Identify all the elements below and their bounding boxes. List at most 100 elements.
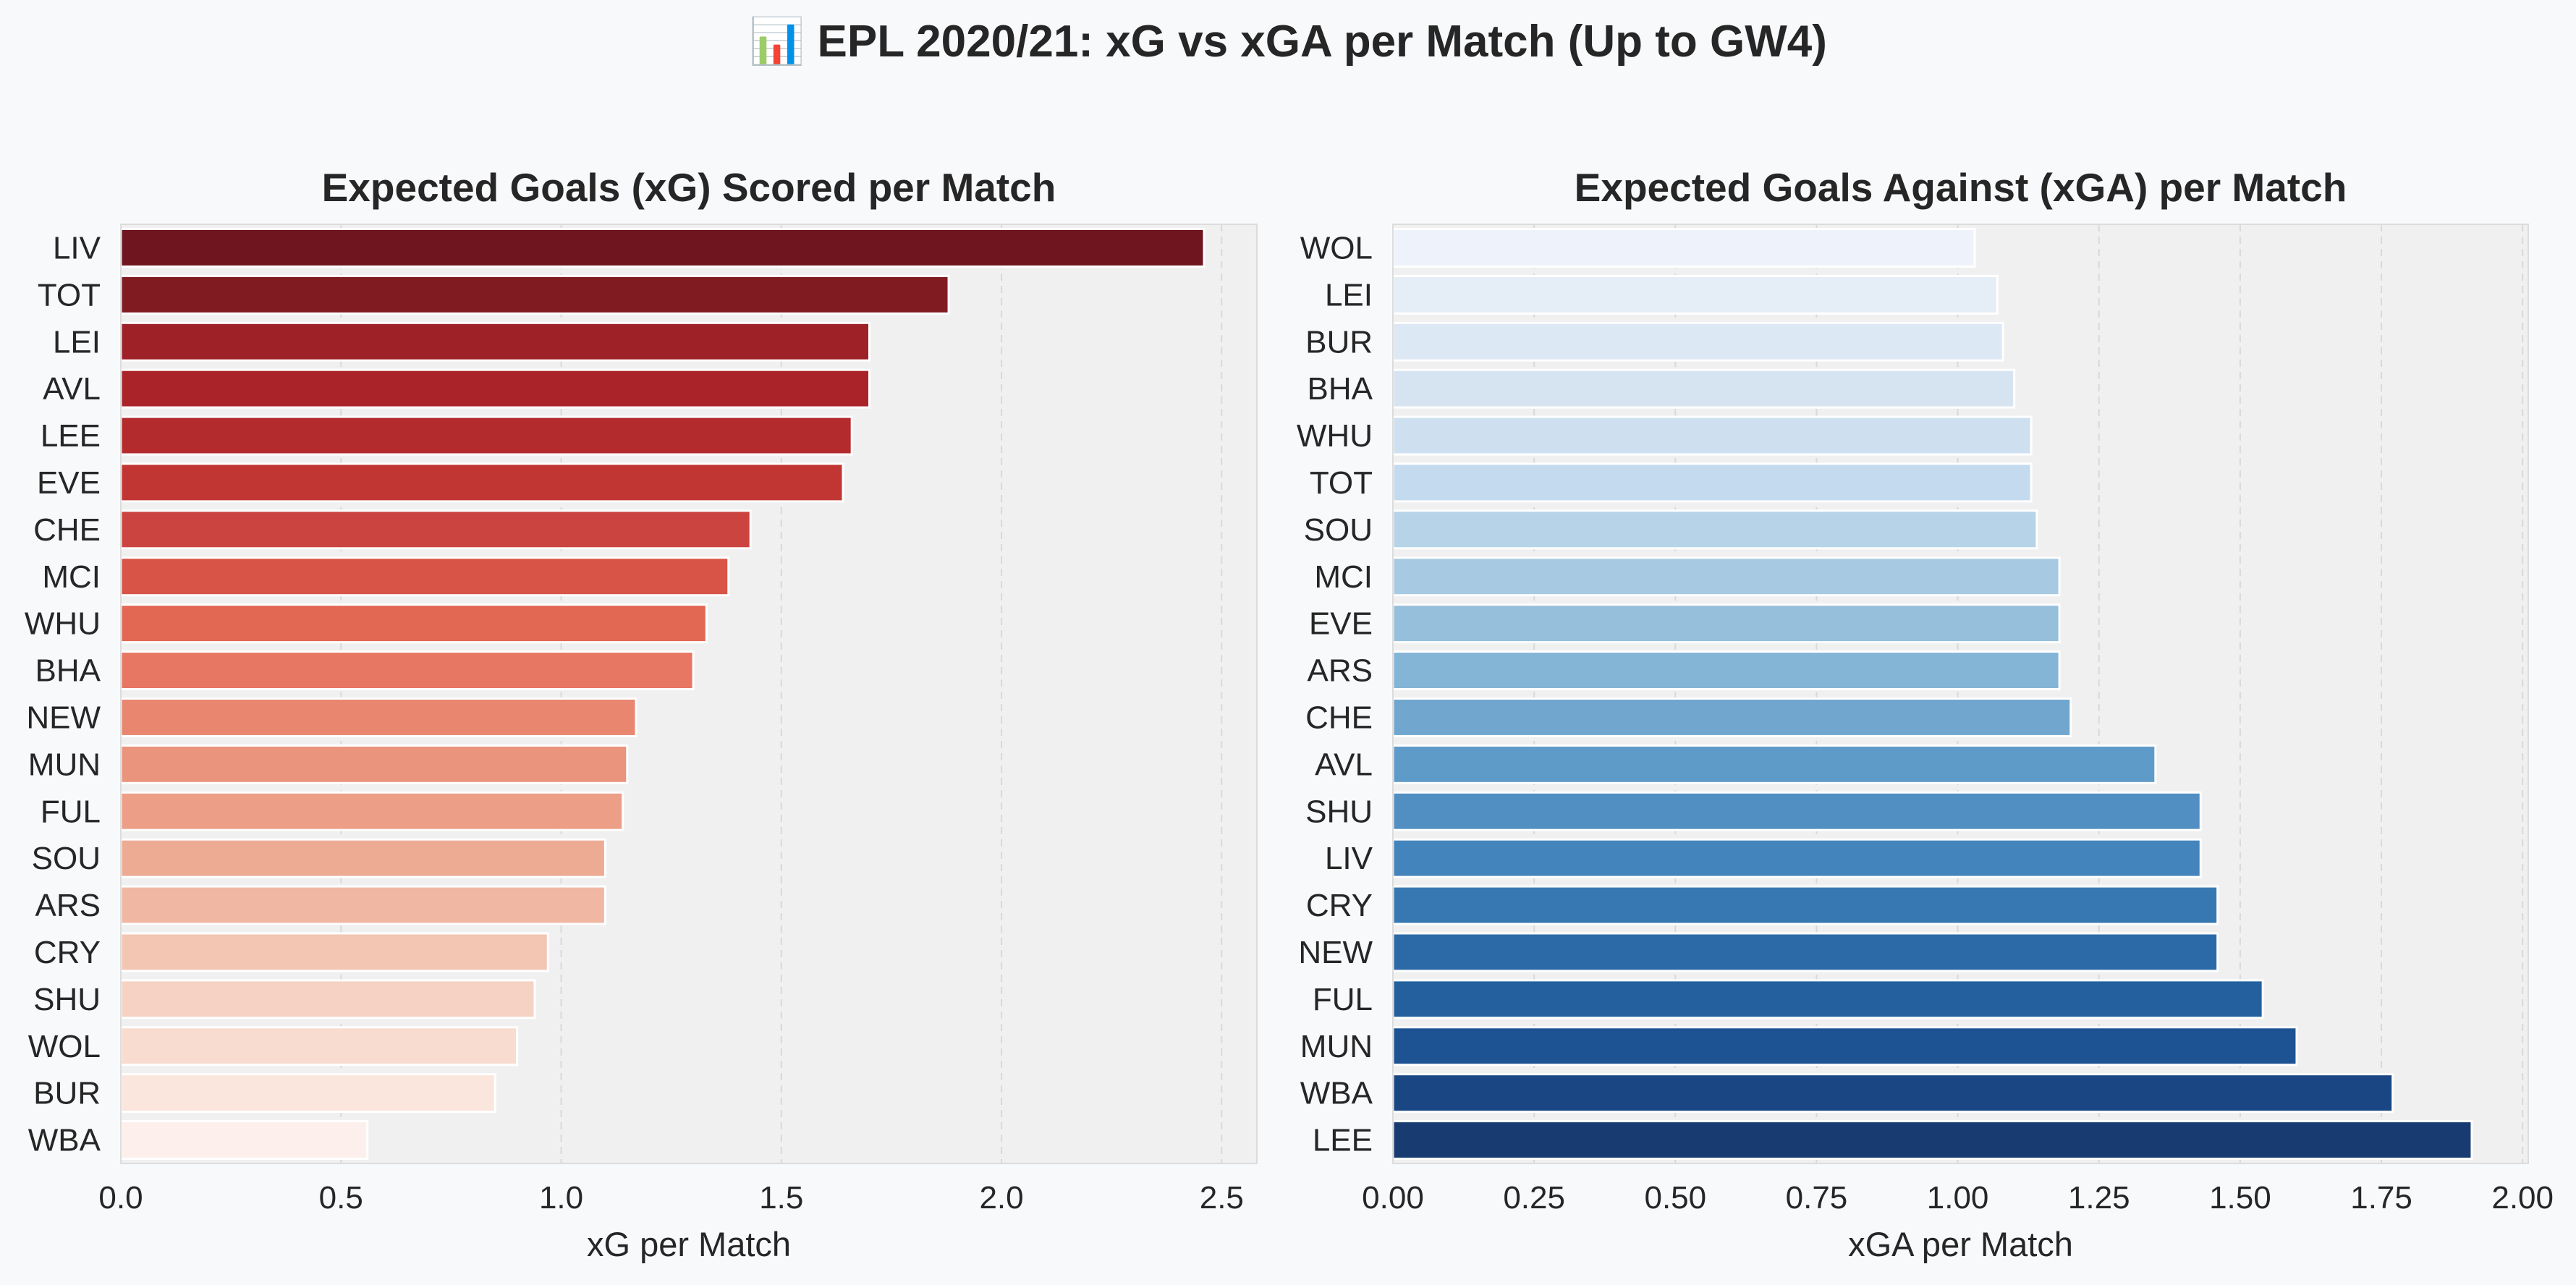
xg-category-label: ARS xyxy=(35,888,101,923)
xg-category-label: CRY xyxy=(34,935,101,970)
xga-x-tick-label: 2.00 xyxy=(2491,1180,2554,1216)
xga-x-tick-label: 1.25 xyxy=(2068,1180,2130,1216)
xga-bar-cry xyxy=(1391,885,2219,925)
xga-x-axis-label: xGA per Match xyxy=(1848,1225,2073,1263)
xg-bar-mun xyxy=(119,744,629,784)
xga-category-label: WOL xyxy=(1300,230,1373,266)
xg-x-tick-label: 1.0 xyxy=(539,1180,583,1216)
xga-conceded-chart: WOL LEI BUR BHA WHU TOT SOU MCI EVE ARS CHE AVL SHU L… xyxy=(1297,165,2554,1263)
xg-bar-lei xyxy=(119,321,870,362)
xga-x-tick-label: 0.50 xyxy=(1644,1180,1706,1216)
xg-category-label: LEE xyxy=(41,418,101,454)
xga-bar-new xyxy=(1391,932,2219,972)
xg-category-label: BHA xyxy=(35,653,101,689)
xga-category-label: MUN xyxy=(1300,1029,1373,1064)
xg-category-label: WHU xyxy=(25,606,101,642)
xg-bar-che xyxy=(119,509,752,550)
xga-category-label: AVL xyxy=(1315,747,1373,782)
xg-x-axis-label: xG per Match xyxy=(587,1225,791,1263)
xga-bar-wol xyxy=(1391,227,1976,268)
xg-category-label: NEW xyxy=(26,700,101,735)
xga-category-label: EVE xyxy=(1309,606,1373,642)
xg-category-label: BUR xyxy=(33,1076,101,1111)
xga-bar-ful xyxy=(1391,979,2264,1019)
xga-bar-mci xyxy=(1391,556,2061,597)
xga-category-label: MCI xyxy=(1314,559,1373,595)
xga-x-tick-label: 1.75 xyxy=(2350,1180,2412,1216)
xga-plot-area xyxy=(1393,224,2528,1163)
xg-category-label: LIV xyxy=(53,230,101,266)
xga-bar-bur xyxy=(1391,321,2004,362)
xg-category-label: WOL xyxy=(28,1029,101,1064)
xg-category-label: CHE xyxy=(33,512,101,548)
xg-category-label: AVL xyxy=(43,371,101,407)
xga-bar-tot xyxy=(1391,462,2033,503)
xg-bar-new xyxy=(119,697,637,737)
xga-chart-title: Expected Goals Against (xGA) per Match xyxy=(1575,165,2347,210)
xga-bar-sou xyxy=(1391,509,2038,550)
xg-category-label: EVE xyxy=(37,465,101,501)
xg-category-label: SHU xyxy=(33,982,101,1017)
xg-bar-ars xyxy=(119,885,606,925)
xg-chart-title: Expected Goals (xG) Scored per Match xyxy=(322,165,1056,210)
xga-category-label: BUR xyxy=(1305,324,1373,360)
xga-bar-bha xyxy=(1391,368,2016,409)
xga-category-label: WBA xyxy=(1300,1076,1373,1111)
xg-category-label: FUL xyxy=(41,794,101,829)
xga-bar-avl xyxy=(1391,744,2157,784)
xg-category-label: WBA xyxy=(28,1123,101,1158)
xg-bar-cry xyxy=(119,932,549,972)
xg-bar-sou xyxy=(119,838,606,878)
xga-category-label: BHA xyxy=(1308,371,1373,407)
xga-x-tick-label: 1.00 xyxy=(1927,1180,1989,1216)
xga-category-label: TOT xyxy=(1310,465,1373,501)
xg-axes-frame xyxy=(120,224,1258,1164)
xg-category-label: SOU xyxy=(32,841,101,876)
xga-bar-eve xyxy=(1391,603,2061,644)
xga-category-label: LEI xyxy=(1325,277,1373,313)
figure-suptitle: 📊 EPL 2020/21: xG vs xGA per Match (Up t… xyxy=(749,15,1827,67)
xg-bar-ful xyxy=(119,791,624,831)
xg-bar-shu xyxy=(119,979,536,1019)
xga-category-label: WHU xyxy=(1297,418,1373,454)
xga-x-tick-label: 0.25 xyxy=(1503,1180,1565,1216)
xg-bar-bur xyxy=(119,1073,496,1114)
xga-category-label: ARS xyxy=(1308,653,1373,689)
xga-category-label: LIV xyxy=(1325,841,1373,876)
xg-plot-area xyxy=(121,224,1257,1163)
xg-bar-wba xyxy=(119,1120,369,1161)
xga-category-label: CHE xyxy=(1305,700,1373,735)
xg-category-label: MUN xyxy=(28,747,101,782)
xga-category-label: LEE xyxy=(1313,1123,1373,1158)
xg-x-tick-label: 0.5 xyxy=(319,1180,363,1216)
xga-bar-mun xyxy=(1391,1026,2298,1066)
xga-category-label: NEW xyxy=(1298,935,1373,970)
xga-bar-lei xyxy=(1391,274,1999,315)
xg-category-label: MCI xyxy=(42,559,101,595)
xga-x-tick-label: 0.00 xyxy=(1362,1180,1424,1216)
xga-axes-frame xyxy=(1392,224,2529,1164)
xg-bar-whu xyxy=(119,603,708,644)
xga-bar-ars xyxy=(1391,650,2061,691)
xga-bar-shu xyxy=(1391,791,2202,831)
xg-bar-tot xyxy=(119,274,950,315)
xga-bar-whu xyxy=(1391,415,2033,456)
xg-bar-mci xyxy=(119,556,730,597)
xg-category-label: TOT xyxy=(38,277,101,313)
xga-category-label: SHU xyxy=(1305,794,1373,829)
xga-category-label: SOU xyxy=(1304,512,1373,548)
xg-bar-avl xyxy=(119,368,870,409)
xga-x-tick-label: 1.50 xyxy=(2209,1180,2271,1216)
xg-bar-eve xyxy=(119,462,844,503)
xg-bar-bha xyxy=(119,650,695,691)
xga-category-label: FUL xyxy=(1313,982,1373,1017)
xga-x-tick-label: 0.75 xyxy=(1786,1180,1848,1216)
xg-category-label: LEI xyxy=(53,324,101,360)
xg-bar-lee xyxy=(119,415,853,456)
xga-bar-che xyxy=(1391,697,2072,737)
xga-bar-lee xyxy=(1391,1120,2473,1161)
xga-category-label: CRY xyxy=(1306,888,1373,923)
xg-x-tick-label: 1.5 xyxy=(759,1180,803,1216)
xg-bar-wol xyxy=(119,1026,519,1066)
